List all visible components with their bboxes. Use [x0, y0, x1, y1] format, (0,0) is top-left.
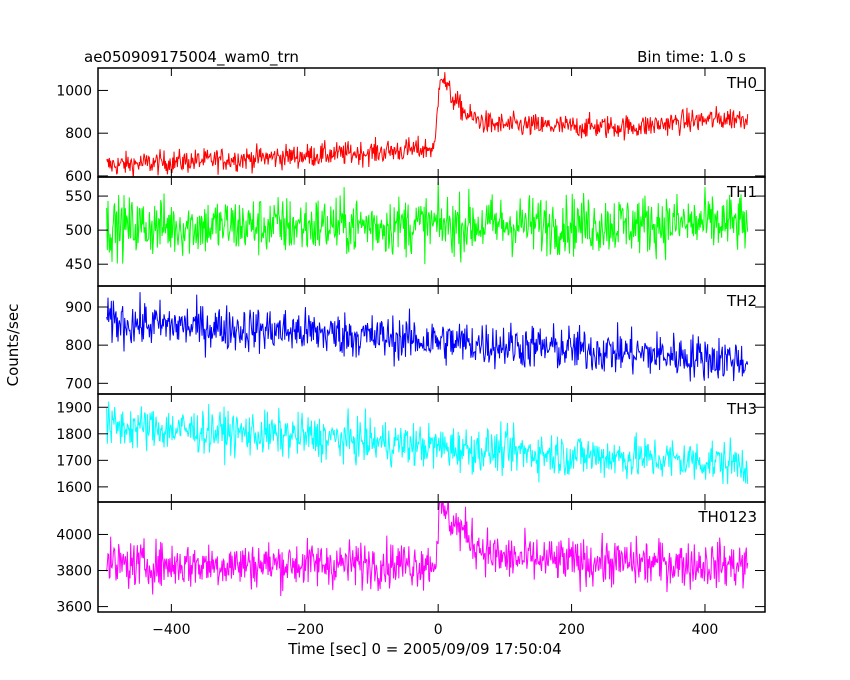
panel-name-label: TH0: [726, 74, 757, 92]
x-axis: −400 −200 0 200 400: [152, 622, 718, 638]
panel-th0: 600 800 1000 TH0: [56, 67, 766, 185]
y-tick-label: 600: [65, 169, 92, 185]
series-line-th1: [106, 181, 749, 264]
y-tick-label: 450: [65, 257, 92, 273]
y-tick-label: 1900: [56, 400, 92, 416]
chart-title: ae050909175004_wam0_trn: [84, 48, 299, 67]
series-line-th0123: [106, 502, 749, 597]
y-tick-label: 700: [65, 376, 92, 392]
y-tick-label: 1000: [56, 83, 92, 99]
y-tick-label: 3800: [56, 564, 92, 580]
series-line-th2: [106, 292, 749, 382]
panel-name-label: TH0123: [697, 508, 757, 526]
y-tick-label: 1600: [56, 480, 92, 496]
panel-th3: 1600 1700 1800 1900 TH3: [56, 393, 766, 503]
y-tick-label: 3600: [56, 600, 92, 616]
y-tick-label: 800: [65, 126, 92, 142]
x-tick-label: 0: [434, 622, 443, 638]
y-tick-label: 4000: [56, 527, 92, 543]
y-axis-label: Counts/sec: [4, 304, 22, 387]
panel-name-label: TH2: [726, 292, 757, 310]
y-tick-label: 800: [65, 338, 92, 354]
x-tick-label: 400: [692, 622, 719, 638]
x-tick-label: 200: [558, 622, 585, 638]
y-tick-label: 1800: [56, 427, 92, 443]
x-tick-label: −400: [152, 622, 190, 638]
bin-time-label: Bin time: 1.0 s: [637, 48, 746, 66]
x-axis-label: Time [sec] 0 = 2005/09/09 17:50:04: [287, 640, 561, 658]
series-line-th3: [106, 401, 749, 485]
series-line-th0: [106, 72, 749, 177]
panel-th2: 700 800 900 TH2: [65, 285, 766, 395]
x-tick-label: −200: [286, 622, 324, 638]
y-tick-label: 550: [65, 189, 92, 205]
y-tick-label: 500: [65, 223, 92, 239]
panel-th1: 450 500 550 TH1: [65, 176, 766, 287]
panel-name-label: TH1: [726, 183, 757, 201]
panels-group: 600 800 1000 TH0 450 500 550 TH1 700 800 900 TH2 160…: [56, 67, 766, 616]
y-tick-label: 1700: [56, 453, 92, 469]
panel-name-label: TH3: [726, 400, 757, 418]
panel-th0123: 3600 3800 4000 TH0123: [56, 501, 766, 616]
y-tick-label: 900: [65, 300, 92, 316]
panel-frame: [97, 501, 766, 613]
